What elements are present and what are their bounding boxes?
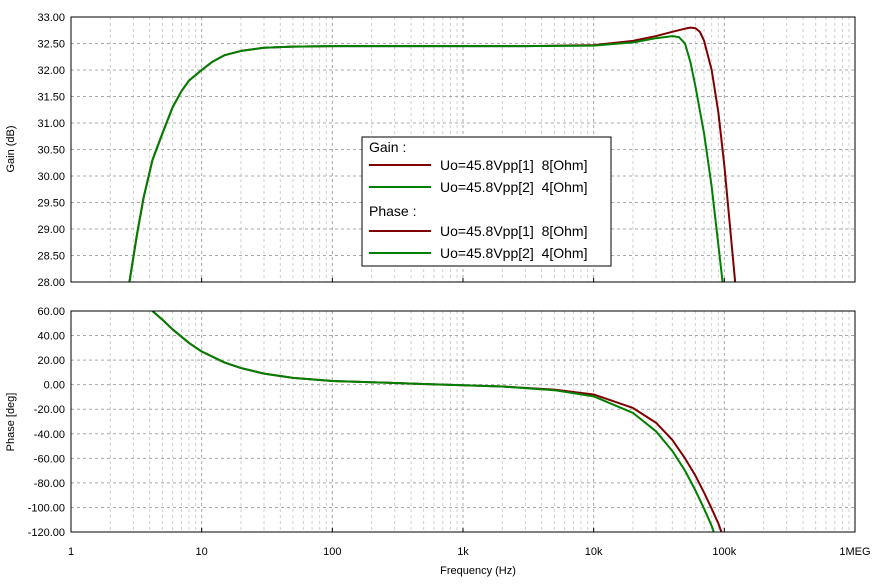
y-tick-label: -80.00 [34,478,65,490]
legend-box [361,136,612,267]
gain-y-tick-labels: 33.00 32.50 32.00 31.50 31.00 30.50 30.00 29.50… [37,12,65,289]
y-tick-label: 28.50 [37,251,65,263]
legend: Gain : Uo=45.8Vpp[1] 8[Ohm] Uo=45.8Vpp[2… [361,136,612,267]
x-tick-label: 10k [585,546,603,558]
x-tick-label: 1k [457,546,469,558]
series-line [151,311,723,532]
x-tick-label: 1MEG [839,546,870,558]
y-tick-label: -40.00 [34,429,65,441]
series-line [128,35,724,282]
y-tick-label: -120.00 [28,527,65,539]
y-tick-label: 28.00 [37,277,65,289]
legend-entry-label: Uo=45.8Vpp[1] 8[Ohm] [440,223,587,239]
y-tick-label: 40.00 [37,331,65,343]
y-tick-label: 60.00 [37,306,65,318]
y-tick-label: 0.00 [44,380,65,392]
y-tick-label: 30.00 [37,171,65,183]
y-tick-label: 30.50 [37,145,65,157]
phase-axis-label: Phase [deg] [5,393,17,452]
x-tick-label: 100k [712,546,736,558]
y-tick-label: 31.00 [37,118,65,130]
y-tick-label: 32.00 [37,65,65,77]
phase-series [151,311,723,532]
frequency-tick-labels: 1 10 100 1k 10k 100k 1MEG [68,546,871,558]
plot-frames [70,16,856,533]
gain-axis-label: Gain (dB) [5,125,17,172]
y-tick-label: 31.50 [37,92,65,104]
x-tick-label: 1 [68,546,74,558]
y-tick-label: 29.50 [37,198,65,210]
series-line [151,311,715,532]
y-tick-label: 32.50 [37,39,65,51]
y-tick-label: -60.00 [34,453,65,465]
phase-y-tick-labels: 60.00 40.00 20.00 0.00 -20.00 -40.00 -60.00 -80… [28,306,65,539]
legend-gain-title: Gain : [369,139,406,155]
legend-phase-title: Phase : [369,203,416,219]
legend-entry-label: Uo=45.8Vpp[2] 4[Ohm] [440,245,587,261]
phase-grid [71,311,855,532]
x-tick-label: 100 [323,546,341,558]
y-tick-label: 20.00 [37,355,65,367]
y-tick-label: 29.00 [37,224,65,236]
frequency-axis-label: Frequency (Hz) [440,565,516,577]
y-tick-label: 33.00 [37,12,65,24]
y-tick-label: -20.00 [34,404,65,416]
gain-series [128,26,737,282]
x-tick-label: 10 [196,546,208,558]
y-tick-label: -100.00 [28,502,65,514]
legend-entry-label: Uo=45.8Vpp[2] 4[Ohm] [440,179,587,195]
legend-entry-label: Uo=45.8Vpp[1] 8[Ohm] [440,157,587,173]
